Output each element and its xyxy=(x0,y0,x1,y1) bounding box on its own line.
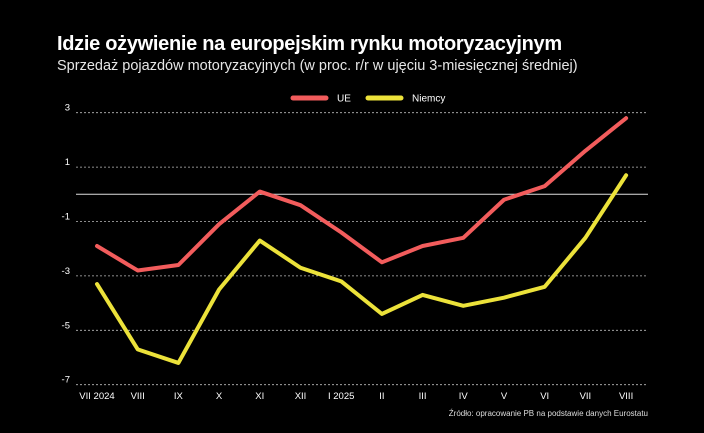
y-tick-label: 1 xyxy=(65,157,70,168)
x-tick-label: IV xyxy=(459,391,469,402)
x-tick-label: IX xyxy=(174,391,184,402)
y-tick-label: -7 xyxy=(62,375,70,386)
source-note: Źródło: opracowanie PB na podstawie dany… xyxy=(448,409,648,418)
legend-label: Niemcy xyxy=(412,94,445,105)
x-tick-label: VIII xyxy=(619,391,633,402)
x-tick-label: II xyxy=(379,391,384,402)
legend-label: UE xyxy=(337,94,351,105)
x-tick-label: VII xyxy=(580,391,592,402)
x-tick-label: V xyxy=(501,391,508,402)
y-tick-label: -3 xyxy=(62,266,70,277)
series-line-niemcy xyxy=(95,173,629,365)
x-tick-label: VI xyxy=(540,391,549,402)
x-tick-label: VII 2024 xyxy=(79,391,114,402)
x-tick-label: I 2025 xyxy=(328,391,354,402)
chart-title: Idzie ożywienie na europejskim rynku mot… xyxy=(57,33,562,55)
series-line-ue xyxy=(95,116,629,273)
y-tick-label: -5 xyxy=(62,320,70,331)
x-tick-label: X xyxy=(216,391,223,402)
chart-subtitle: Sprzedaż pojazdów motoryzacyjnych (w pro… xyxy=(57,58,578,74)
x-tick-label: XII xyxy=(295,391,307,402)
x-tick-label: VIII xyxy=(131,391,145,402)
y-tick-label: 3 xyxy=(65,103,70,114)
x-tick-label: III xyxy=(419,391,427,402)
x-tick-label: XI xyxy=(255,391,264,402)
y-tick-label: -1 xyxy=(62,212,70,223)
